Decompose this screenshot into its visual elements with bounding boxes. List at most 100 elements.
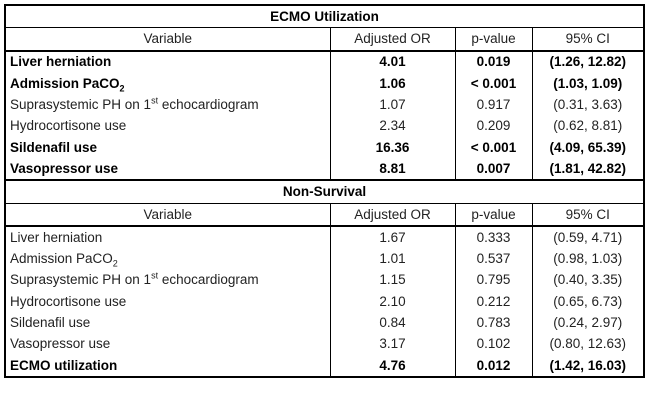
header-p-value: p-value xyxy=(454,27,533,52)
cell-ci: (0.24, 2.97) xyxy=(531,312,645,334)
cell-adjusted-or: 1.06 xyxy=(329,72,456,95)
cell-ci: (0.62, 8.81) xyxy=(531,115,645,137)
table-row: ECMO utilization 4.76 0.012 (1.42, 16.03) xyxy=(4,354,645,378)
table-body: ECMO Utilization Variable Adjusted OR p-val… xyxy=(4,4,645,378)
variable-text: Suprasystemic PH on 1 xyxy=(10,272,152,288)
cell-adjusted-or: 16.36 xyxy=(329,136,456,159)
cell-ci: (0.59, 4.71) xyxy=(531,225,645,249)
header-ci: 95% CI xyxy=(531,27,645,52)
cell-p-value: 0.209 xyxy=(454,115,533,137)
variable-text: Sildenafil use xyxy=(10,315,91,331)
cell-p-value: 0.917 xyxy=(454,94,533,116)
column-header-row: Variable Adjusted OR p-value 95% CI xyxy=(4,27,645,52)
subscript: 2 xyxy=(119,83,125,94)
cell-p-value: 0.783 xyxy=(454,312,533,334)
header-adjusted-or: Adjusted OR xyxy=(329,27,456,52)
section-title: Non-Survival xyxy=(4,179,645,204)
cell-p-value: 0.795 xyxy=(454,269,533,291)
table-row: Vasopressor use 8.81 0.007 (1.81, 42.82) xyxy=(4,158,645,181)
variable-text: Sildenafil use xyxy=(10,139,98,155)
cell-ci: (1.42, 16.03) xyxy=(531,354,645,378)
cell-ci: (1.26, 12.82) xyxy=(531,50,645,73)
table-row: Sildenafil use 16.36 < 0.001 (4.09, 65.39) xyxy=(4,136,645,159)
cell-ci: (1.81, 42.82) xyxy=(531,158,645,181)
table-row: Hydrocortisone use 2.10 0.212 (0.65, 6.73) xyxy=(4,290,645,313)
variable-text-suffix: echocardiogram xyxy=(158,97,259,113)
cell-p-value: 0.007 xyxy=(454,158,533,181)
cell-p-value: < 0.001 xyxy=(454,136,533,159)
table-row: Suprasystemic PH on 1st echocardiogram 1.… xyxy=(4,94,645,116)
superscript: st xyxy=(151,95,159,106)
cell-variable: Sildenafil use xyxy=(4,136,331,159)
cell-adjusted-or: 1.07 xyxy=(329,94,456,116)
cell-p-value: 0.012 xyxy=(454,354,533,378)
variable-text: Liver herniation xyxy=(10,229,103,245)
cell-variable: Hydrocortisone use xyxy=(4,290,331,313)
cell-adjusted-or: 3.17 xyxy=(329,333,456,355)
cell-ci: (0.65, 6.73) xyxy=(531,290,645,313)
cell-variable: Vasopressor use xyxy=(4,158,331,181)
column-header-row: Variable Adjusted OR p-value 95% CI xyxy=(4,202,645,227)
cell-variable: Liver herniation xyxy=(4,50,331,73)
cell-variable: Admission PaCO2 xyxy=(4,72,331,95)
table-row: Liver herniation 4.01 0.019 (1.26, 12.82) xyxy=(4,50,645,73)
cell-ci: (0.31, 3.63) xyxy=(531,94,645,116)
table-row: Sildenafil use 0.84 0.783 (0.24, 2.97) xyxy=(4,312,645,334)
variable-text: ECMO utilization xyxy=(10,357,118,373)
cell-variable: Vasopressor use xyxy=(4,333,331,355)
section-title-row: ECMO Utilization xyxy=(4,4,645,29)
superscript: st xyxy=(151,270,159,281)
table-row: Liver herniation 1.67 0.333 (0.59, 4.71) xyxy=(4,225,645,249)
cell-p-value: 0.102 xyxy=(454,333,533,355)
cell-p-value: 0.212 xyxy=(454,290,533,313)
cell-variable: Admission PaCO2 xyxy=(4,248,331,270)
cell-adjusted-or: 1.67 xyxy=(329,225,456,249)
section-title-row: Non-Survival xyxy=(4,179,645,204)
cell-adjusted-or: 1.15 xyxy=(329,269,456,291)
cell-adjusted-or: 2.34 xyxy=(329,115,456,137)
cell-adjusted-or: 1.01 xyxy=(329,248,456,270)
header-variable: Variable xyxy=(4,27,331,52)
subscript: 2 xyxy=(112,258,118,269)
cell-ci: (4.09, 65.39) xyxy=(531,136,645,159)
cell-p-value: 0.019 xyxy=(454,50,533,73)
table-row: Admission PaCO2 1.01 0.537 (0.98, 1.03) xyxy=(4,248,645,270)
cell-adjusted-or: 4.76 xyxy=(329,354,456,378)
cell-adjusted-or: 2.10 xyxy=(329,290,456,313)
variable-text: Liver herniation xyxy=(10,54,112,70)
variable-text: Admission PaCO xyxy=(10,251,113,267)
cell-variable: Sildenafil use xyxy=(4,312,331,334)
header-ci: 95% CI xyxy=(531,202,645,227)
table-row: Suprasystemic PH on 1st echocardiogram 1.… xyxy=(4,269,645,291)
variable-text: Suprasystemic PH on 1 xyxy=(10,97,152,113)
header-variable: Variable xyxy=(4,202,331,227)
cell-ci: (0.98, 1.03) xyxy=(531,248,645,270)
table-row: Hydrocortisone use 2.34 0.209 (0.62, 8.81) xyxy=(4,115,645,137)
table-row: Admission PaCO2 1.06 < 0.001 (1.03, 1.09) xyxy=(4,72,645,95)
cell-ci: (1.03, 1.09) xyxy=(531,72,645,95)
header-adjusted-or: Adjusted OR xyxy=(329,202,456,227)
variable-text: Vasopressor use xyxy=(10,160,119,176)
cell-p-value: 0.537 xyxy=(454,248,533,270)
cell-variable: Suprasystemic PH on 1st echocardiogram xyxy=(4,269,331,291)
variable-text: Admission PaCO xyxy=(10,75,120,91)
variable-text: Hydrocortisone use xyxy=(10,293,127,309)
cell-p-value: < 0.001 xyxy=(454,72,533,95)
odds-ratio-table: ECMO Utilization Variable Adjusted OR p-val… xyxy=(4,4,645,379)
cell-variable: ECMO utilization xyxy=(4,354,331,378)
cell-variable: Suprasystemic PH on 1st echocardiogram xyxy=(4,94,331,116)
cell-adjusted-or: 0.84 xyxy=(329,312,456,334)
cell-adjusted-or: 8.81 xyxy=(329,158,456,181)
cell-p-value: 0.333 xyxy=(454,225,533,249)
odds-ratio-table-container: ECMO Utilization Variable Adjusted OR p-val… xyxy=(4,4,645,379)
cell-variable: Hydrocortisone use xyxy=(4,115,331,137)
cell-variable: Liver herniation xyxy=(4,225,331,249)
variable-text: Hydrocortisone use xyxy=(10,118,127,134)
header-p-value: p-value xyxy=(454,202,533,227)
variable-text-suffix: echocardiogram xyxy=(158,272,259,288)
cell-ci: (0.40, 3.35) xyxy=(531,269,645,291)
section-title: ECMO Utilization xyxy=(4,4,645,29)
table-row: Vasopressor use 3.17 0.102 (0.80, 12.63) xyxy=(4,333,645,355)
cell-adjusted-or: 4.01 xyxy=(329,50,456,73)
variable-text: Vasopressor use xyxy=(10,336,111,352)
